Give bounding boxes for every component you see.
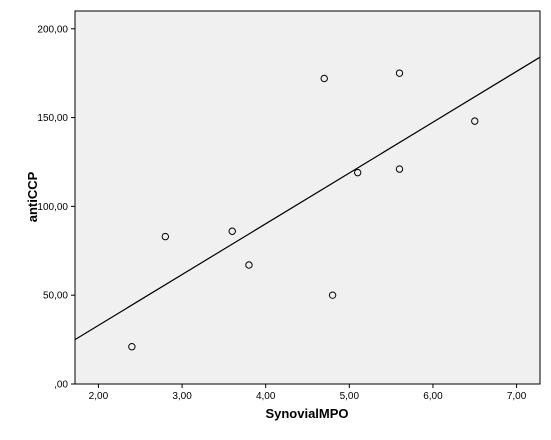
data-point: [228, 227, 236, 235]
data-point: [328, 291, 337, 299]
data-point: [353, 168, 362, 177]
x-tick-label: 6,00: [423, 391, 443, 402]
x-tick-label: 7,00: [507, 391, 527, 402]
x-axis-label: SynovialMPO: [265, 406, 348, 421]
y-tick-label: ,00: [54, 380, 68, 391]
data-point: [245, 261, 253, 269]
data-point: [471, 117, 479, 125]
y-axis-label: antiCCP: [25, 171, 40, 222]
data-point: [320, 74, 328, 83]
data-point: [395, 69, 404, 77]
x-axis-ticks: 2,00 3,00 4,00 5,00 6,00 7,00: [89, 384, 527, 402]
fit-line-group: [74, 56, 541, 341]
data-point: [161, 232, 170, 241]
y-tick-label: 100,00: [37, 202, 68, 213]
y-tick-label: 200,00: [37, 24, 68, 35]
data-point: [128, 343, 136, 351]
plot-area: [74, 10, 541, 385]
x-tick-label: 5,00: [340, 391, 360, 402]
x-tick-label: 3,00: [172, 391, 192, 402]
data-points: [128, 69, 479, 351]
y-tick-label: 50,00: [43, 291, 68, 302]
x-tick-label: 4,00: [256, 391, 276, 402]
y-tick-label: 150,00: [37, 113, 68, 124]
y-axis-ticks: ,00 50,00 100,00 150,00 200,00: [37, 24, 75, 391]
data-point: [395, 165, 404, 173]
fit-line: [74, 56, 541, 341]
x-tick-label: 2,00: [89, 391, 109, 402]
